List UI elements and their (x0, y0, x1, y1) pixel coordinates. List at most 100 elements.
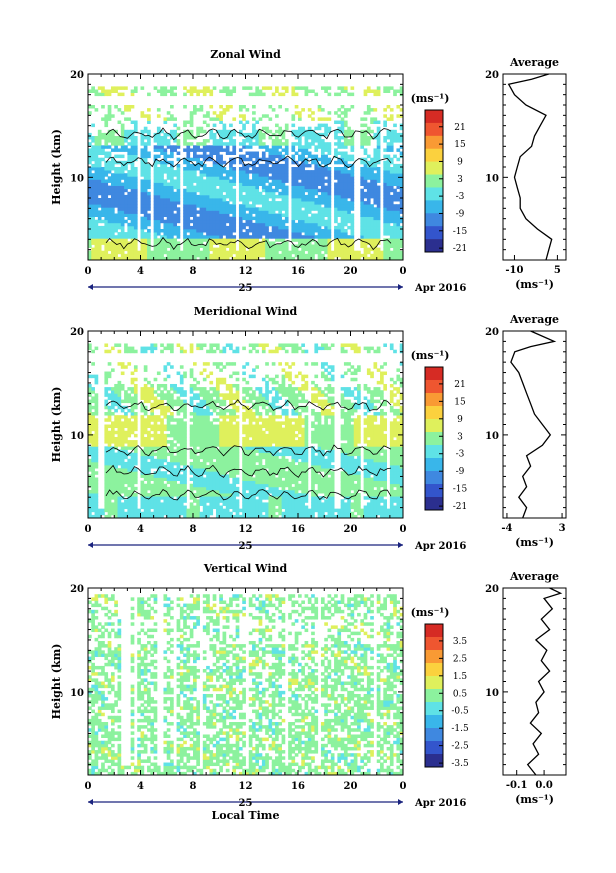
heatmap-cell (304, 173, 309, 177)
heatmap-cell (320, 117, 325, 121)
heatmap-cell (163, 136, 168, 140)
heatmap-cell (314, 185, 319, 190)
heatmap-cell (363, 173, 368, 177)
heatmap-cell (107, 219, 112, 224)
heatmap-cell (147, 204, 151, 208)
heatmap-cell (320, 176, 325, 180)
heatmap-cell (219, 157, 223, 162)
heatmap-cell (101, 210, 105, 214)
heatmap-cell (261, 247, 266, 252)
heatmap-cell (307, 145, 312, 149)
heatmap-cell (120, 440, 125, 444)
heatmap-cell (133, 393, 138, 397)
heatmap-cell (219, 139, 223, 143)
heatmap-cell (340, 151, 345, 155)
heatmap-cell (396, 256, 401, 261)
heatmap-cell (183, 241, 187, 245)
heatmap-cell (88, 393, 92, 397)
heatmap-cell (107, 232, 112, 236)
heatmap-cell (133, 365, 138, 369)
heatmap-cell (196, 468, 200, 472)
heatmap-cell (170, 185, 174, 190)
heatmap-cell (291, 132, 296, 137)
heatmap-cell (110, 424, 115, 429)
heatmap-cell (150, 418, 155, 422)
heatmap-cell (127, 222, 132, 227)
heatmap-cell (183, 505, 187, 510)
heatmap-cell (143, 241, 148, 245)
heatmap-cell (340, 185, 345, 190)
heatmap-cell (196, 415, 200, 419)
heatmap-cell (360, 129, 365, 134)
heatmap-cell (320, 253, 325, 258)
heatmap-cell (196, 412, 200, 416)
heatmap-cell (94, 185, 99, 190)
heatmap-cell (248, 142, 253, 146)
heatmap-cell (370, 170, 374, 174)
heatmap-cell (104, 387, 109, 391)
heatmap-cell (258, 117, 263, 121)
heatmap-cell (153, 225, 158, 230)
heatmap-cell (206, 167, 210, 171)
heatmap-cell (196, 253, 200, 258)
heatmap-cell (284, 253, 289, 258)
heatmap-cell (183, 461, 187, 466)
heatmap-cell (245, 194, 250, 199)
heatmap-cell (294, 210, 299, 214)
heatmap-cell (196, 157, 200, 162)
heatmap-cell (199, 198, 204, 202)
heatmap-cell (88, 508, 92, 513)
heatmap-cell (110, 247, 115, 252)
heatmap-cell (215, 170, 220, 174)
heatmap-cell (150, 408, 155, 413)
heatmap-cell (173, 455, 177, 460)
heatmap-cell (284, 179, 289, 183)
heatmap-cell (291, 86, 296, 90)
heatmap-cell (261, 188, 266, 193)
heatmap-cell (173, 179, 177, 183)
heatmap-cell (186, 129, 191, 134)
heatmap-cell (271, 216, 276, 221)
heatmap-cell (340, 222, 345, 227)
x-tick-label: 8 (190, 266, 197, 277)
heatmap-cell (133, 123, 138, 128)
heatmap-cell (193, 145, 197, 149)
heatmap-cell (186, 160, 191, 165)
heatmap-cell (114, 194, 118, 199)
heatmap-cell (124, 499, 128, 503)
heatmap-cell (196, 461, 200, 466)
heatmap-cell (393, 170, 397, 174)
heatmap-cell (261, 219, 266, 224)
heatmap-cell (196, 89, 200, 93)
heatmap-cell (140, 505, 145, 510)
heatmap-cell (317, 157, 322, 162)
heatmap-cell (160, 396, 164, 400)
heatmap-cell (130, 483, 135, 488)
heatmap-cell (307, 204, 312, 208)
heatmap-cell (94, 446, 99, 450)
heatmap-cell (107, 502, 112, 506)
heatmap-cell (124, 167, 128, 171)
heatmap-cell (265, 235, 269, 239)
heatmap-cell (189, 465, 194, 469)
heatmap-cell (366, 225, 371, 230)
heatmap-cell (160, 455, 164, 460)
heatmap-cell (337, 253, 342, 258)
date-axis-arrow-right (398, 284, 403, 290)
heatmap-cell (170, 250, 174, 255)
heatmap-cell (124, 449, 128, 453)
heatmap-cell (97, 132, 102, 137)
heatmap-cell (114, 86, 118, 90)
heatmap-cell (104, 253, 109, 258)
heatmap-cell (196, 433, 200, 438)
heatmap-cell (307, 244, 312, 248)
heatmap-cell (163, 377, 168, 382)
heatmap-cell (242, 167, 246, 171)
heatmap-cell (170, 399, 174, 404)
heatmap-cell (114, 213, 118, 217)
heatmap-cell (252, 170, 256, 174)
heatmap-cell (166, 201, 171, 205)
heatmap-cell (202, 256, 207, 261)
heatmap-cell (209, 92, 214, 97)
heatmap-cell (298, 253, 302, 258)
